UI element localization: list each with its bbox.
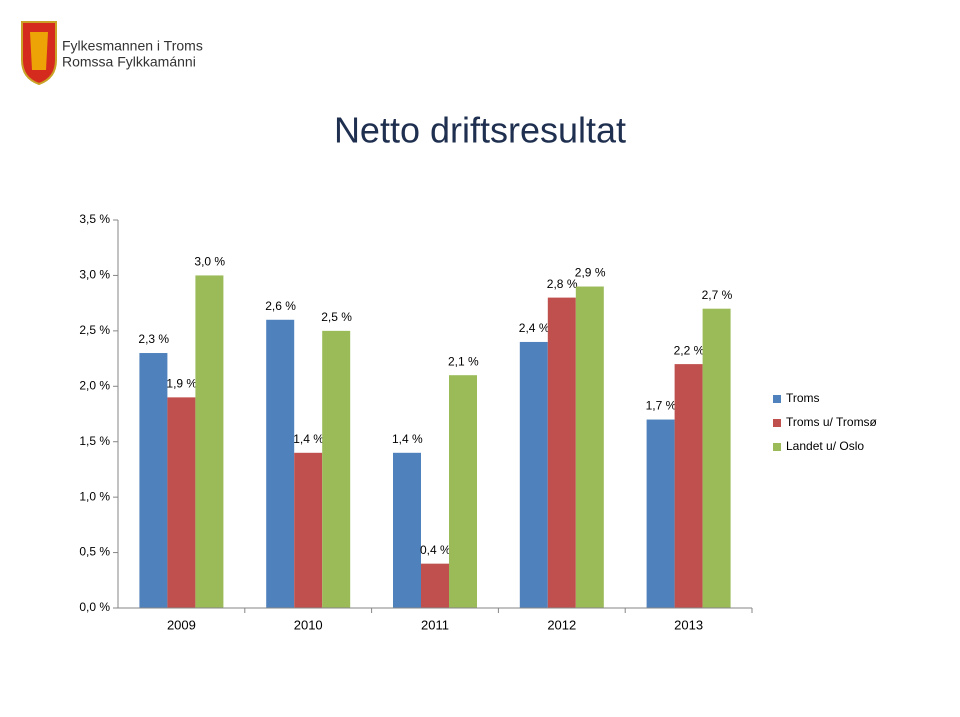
y-tick-label: 1,0 % <box>79 489 110 503</box>
y-tick-label: 2,0 % <box>79 378 110 392</box>
bar <box>294 452 323 608</box>
y-tick-label: 3,5 % <box>79 212 110 226</box>
bar <box>519 341 548 608</box>
x-tick-label: 2010 <box>294 617 323 632</box>
bar <box>266 319 295 608</box>
value-label: 2,5 % <box>321 310 352 324</box>
legend-swatch <box>773 395 781 403</box>
legend-label: Landet u/ Oslo <box>786 439 864 453</box>
x-tick-label: 2011 <box>421 617 449 632</box>
bar <box>547 297 576 608</box>
value-label: 1,4 % <box>293 432 324 446</box>
value-label: 2,2 % <box>674 343 705 357</box>
value-label: 2,9 % <box>575 266 606 280</box>
bar <box>393 452 421 608</box>
bar <box>421 563 449 608</box>
value-label: 2,8 % <box>547 277 578 291</box>
value-label: 2,7 % <box>702 288 733 302</box>
bar <box>702 308 731 608</box>
logo-lion <box>30 32 48 70</box>
y-tick-label: 0,5 % <box>79 545 110 559</box>
value-label: 1,7 % <box>646 399 677 413</box>
x-tick-label: 2012 <box>547 617 576 632</box>
bar <box>449 375 477 608</box>
chart-title: Netto driftsresultat <box>334 110 626 151</box>
y-tick-label: 1,5 % <box>79 434 110 448</box>
logo-text: Fylkesmannen i Troms <box>62 38 203 54</box>
bar <box>167 397 196 608</box>
y-tick-label: 2,5 % <box>79 323 110 337</box>
x-tick-label: 2013 <box>674 617 703 632</box>
bar <box>674 364 703 608</box>
logo: Fylkesmannen i Troms Romssa Fylkkamánni <box>21 21 203 86</box>
legend-swatch <box>773 443 781 451</box>
legend-label: Troms <box>786 391 820 405</box>
y-tick-label: 3,0 % <box>79 268 110 282</box>
value-label: 2,3 % <box>138 332 169 346</box>
value-label: 2,4 % <box>519 321 550 335</box>
bar <box>139 353 168 608</box>
bar <box>575 286 604 608</box>
value-label: 2,1 % <box>448 354 479 368</box>
value-label: 0,4 % <box>420 543 451 557</box>
legend-label: Troms u/ Tromsø <box>786 415 878 429</box>
bar <box>322 330 351 608</box>
legend-swatch <box>773 419 781 427</box>
logo-text: Romssa Fylkkamánni <box>62 54 196 70</box>
y-tick-label: 0,0 % <box>79 600 110 614</box>
value-label: 1,4 % <box>392 432 423 446</box>
bar <box>195 275 224 608</box>
value-label: 2,6 % <box>265 299 296 313</box>
bar <box>646 419 675 608</box>
value-label: 3,0 % <box>194 255 225 269</box>
x-tick-label: 2009 <box>167 617 196 632</box>
value-label: 1,9 % <box>166 377 197 391</box>
